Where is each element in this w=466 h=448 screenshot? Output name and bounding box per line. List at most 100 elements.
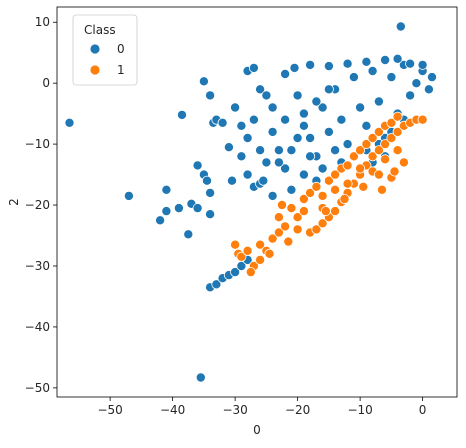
point-class-1	[355, 163, 366, 174]
point-class-0	[317, 163, 328, 174]
point-class-0	[267, 126, 278, 137]
x-tick-label: 0	[419, 403, 427, 417]
point-class-0	[258, 175, 269, 186]
point-class-0	[367, 66, 378, 77]
point-class-0	[236, 120, 247, 131]
point-class-1	[273, 212, 284, 223]
point-class-0	[323, 84, 334, 95]
point-class-0	[323, 61, 334, 72]
x-tick-label: −30	[222, 403, 247, 417]
point-class-0	[292, 132, 303, 143]
point-class-1	[330, 169, 341, 180]
point-class-0	[361, 56, 372, 67]
point-class-1	[380, 139, 391, 150]
point-class-1	[305, 187, 316, 198]
point-class-1	[311, 224, 322, 235]
y-tick-label: −10	[25, 137, 50, 151]
point-class-0	[342, 139, 353, 150]
point-class-0	[336, 114, 347, 125]
point-class-0	[330, 145, 341, 156]
point-class-0	[192, 160, 203, 171]
point-class-1	[255, 239, 266, 250]
point-class-0	[242, 169, 253, 180]
x-axis-ticks: −50 −40 −30 −20 −10 0	[97, 397, 426, 417]
point-class-1	[386, 117, 397, 128]
point-class-0	[261, 157, 272, 168]
point-class-0	[298, 108, 309, 119]
point-class-1	[392, 145, 403, 156]
point-class-0	[242, 132, 253, 143]
point-class-0	[405, 58, 416, 69]
point-class-0	[255, 145, 266, 156]
point-class-1	[330, 206, 341, 217]
legend-label-class-1: 1	[117, 63, 125, 77]
point-class-0	[273, 157, 284, 168]
point-class-0	[286, 145, 297, 156]
legend-box	[72, 14, 138, 86]
point-class-0	[161, 206, 172, 217]
legend: Class 0 1	[72, 14, 138, 86]
point-class-1	[292, 212, 303, 223]
point-class-0	[405, 90, 416, 101]
point-class-1	[323, 175, 334, 186]
point-class-0	[248, 62, 259, 73]
y-tick-label: −20	[25, 198, 50, 212]
point-class-0	[292, 90, 303, 101]
x-tick-label: −50	[97, 403, 122, 417]
point-class-0	[248, 114, 259, 125]
point-class-0	[230, 267, 241, 278]
point-class-0	[355, 102, 366, 113]
point-class-1	[355, 145, 366, 156]
point-class-0	[305, 132, 316, 143]
point-class-0	[426, 72, 437, 83]
point-class-0	[161, 184, 172, 195]
point-class-0	[267, 102, 278, 113]
point-class-1	[330, 184, 341, 195]
point-class-1	[348, 151, 359, 162]
y-tick-label: −30	[25, 259, 50, 273]
x-axis-label: 0	[253, 423, 261, 437]
y-tick-label: −50	[25, 381, 50, 395]
y-tick-label: 10	[35, 15, 50, 29]
x-tick-label: −40	[160, 403, 185, 417]
point-class-0	[280, 114, 291, 125]
y-tick-label: −40	[25, 320, 50, 334]
point-class-0	[280, 69, 291, 80]
point-class-0	[273, 145, 284, 156]
point-class-0	[286, 184, 297, 195]
point-class-0	[380, 55, 391, 66]
point-class-1	[373, 145, 384, 156]
point-class-1	[317, 218, 328, 229]
point-class-1	[398, 157, 409, 168]
point-class-0	[173, 203, 184, 214]
y-axis-ticks: 10 0 −10 −20 −30 −40 −50	[25, 15, 57, 395]
point-class-1	[373, 169, 384, 180]
point-class-0	[298, 169, 309, 180]
point-class-0	[255, 84, 266, 95]
point-class-1	[361, 139, 372, 150]
point-class-0	[223, 142, 234, 153]
point-class-0	[226, 175, 237, 186]
point-class-1	[342, 178, 353, 189]
point-class-0	[155, 215, 166, 226]
point-class-1	[358, 181, 369, 192]
point-class-1	[283, 236, 294, 247]
point-class-0	[280, 163, 291, 174]
point-class-1	[280, 221, 291, 232]
point-class-0	[201, 175, 212, 186]
x-tick-label: −20	[285, 403, 310, 417]
point-class-1	[373, 126, 384, 137]
point-class-0	[205, 209, 216, 220]
legend-label-class-0: 0	[117, 42, 125, 56]
point-class-1	[367, 151, 378, 162]
point-class-1	[230, 239, 241, 250]
legend-marker-class-0	[89, 43, 101, 55]
y-tick-label: 0	[42, 76, 50, 90]
point-class-0	[230, 102, 241, 113]
y-axis-label: 2	[7, 198, 21, 206]
point-class-1	[386, 132, 397, 143]
point-class-1	[317, 190, 328, 201]
point-class-1	[311, 181, 322, 192]
point-class-0	[317, 102, 328, 113]
